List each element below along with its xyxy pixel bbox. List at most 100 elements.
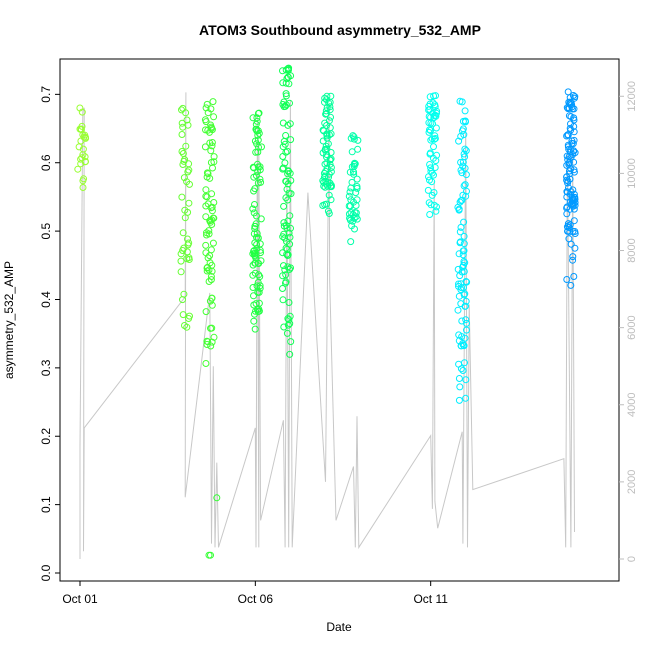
data-point bbox=[352, 189, 360, 197]
data-point bbox=[564, 227, 571, 235]
data-point bbox=[283, 147, 291, 155]
data-point bbox=[285, 316, 293, 324]
data-point bbox=[252, 125, 260, 133]
data-point bbox=[565, 112, 573, 120]
y-axis-right: 0 2000 4000 6000 8000 10000 12000 bbox=[619, 81, 638, 562]
data-point bbox=[184, 235, 191, 243]
data-point bbox=[185, 166, 193, 174]
data-point bbox=[346, 188, 354, 196]
data-point bbox=[203, 267, 211, 275]
data-point bbox=[255, 305, 263, 313]
data-point bbox=[185, 160, 193, 168]
data-point bbox=[570, 136, 578, 144]
data-point bbox=[432, 157, 440, 165]
data-point bbox=[460, 247, 468, 255]
data-point bbox=[206, 128, 213, 136]
data-point bbox=[567, 281, 575, 289]
x-tick-label: Oct 06 bbox=[238, 592, 274, 606]
data-point bbox=[460, 240, 468, 248]
y-right-tick-label: 4000 bbox=[626, 393, 638, 417]
data-point bbox=[286, 320, 294, 328]
data-point bbox=[570, 147, 578, 155]
data-point bbox=[459, 125, 467, 133]
data-point bbox=[570, 273, 578, 280]
data-point bbox=[287, 190, 295, 198]
data-point bbox=[279, 143, 287, 151]
data-point bbox=[77, 126, 85, 134]
data-point bbox=[204, 109, 212, 117]
data-point bbox=[255, 288, 263, 296]
data-point bbox=[182, 109, 190, 117]
data-point bbox=[283, 185, 291, 193]
data-point bbox=[79, 131, 87, 139]
data-point bbox=[565, 161, 573, 168]
data-point bbox=[327, 113, 334, 121]
data-point bbox=[209, 164, 216, 172]
y-right-tick-label: 0 bbox=[626, 556, 638, 562]
data-point bbox=[249, 114, 257, 122]
data-point bbox=[350, 161, 358, 168]
data-point bbox=[427, 136, 435, 144]
data-point bbox=[202, 241, 210, 249]
data-point bbox=[323, 92, 331, 100]
data-point bbox=[327, 92, 335, 100]
data-point bbox=[425, 113, 433, 120]
data-point bbox=[186, 312, 193, 320]
data-point bbox=[251, 222, 259, 230]
data-point bbox=[457, 158, 465, 166]
data-point bbox=[74, 165, 82, 173]
data-point bbox=[455, 250, 463, 258]
data-point bbox=[179, 296, 186, 304]
data-point bbox=[327, 196, 335, 204]
data-point bbox=[566, 94, 574, 102]
data-point bbox=[424, 186, 432, 194]
data-point bbox=[461, 259, 469, 267]
data-point bbox=[463, 319, 470, 327]
data-point bbox=[209, 98, 217, 106]
data-point bbox=[179, 104, 187, 112]
plot-frame bbox=[59, 58, 620, 582]
data-point bbox=[256, 175, 264, 183]
data-point bbox=[455, 360, 463, 368]
data-point bbox=[284, 167, 292, 175]
data-point bbox=[458, 169, 466, 177]
data-point bbox=[347, 184, 355, 192]
data-point bbox=[322, 167, 330, 175]
data-point bbox=[280, 230, 288, 238]
data-point bbox=[202, 360, 210, 367]
y-tick-label: 0.5 bbox=[39, 222, 53, 239]
data-point bbox=[456, 272, 464, 280]
data-point bbox=[79, 145, 87, 153]
data-point bbox=[251, 252, 259, 260]
data-point bbox=[208, 221, 216, 228]
data-point bbox=[284, 121, 292, 129]
chart-title: ATOM3 Southbound asymmetry_532_AMP bbox=[199, 22, 481, 38]
data-point bbox=[566, 124, 574, 132]
data-point bbox=[250, 317, 258, 325]
data-point bbox=[254, 279, 262, 286]
data-point bbox=[284, 73, 292, 81]
data-point bbox=[282, 279, 289, 287]
data-point bbox=[249, 284, 257, 291]
data-point bbox=[458, 333, 466, 341]
data-point bbox=[279, 79, 287, 87]
data-point bbox=[282, 79, 290, 87]
data-point bbox=[455, 396, 463, 404]
data-point bbox=[286, 350, 294, 358]
data-point bbox=[570, 217, 578, 225]
data-point bbox=[462, 297, 470, 305]
data-point bbox=[283, 224, 291, 232]
data-point bbox=[563, 188, 571, 196]
data-point bbox=[457, 132, 465, 140]
data-point bbox=[284, 217, 292, 225]
data-point bbox=[431, 132, 439, 140]
data-point bbox=[322, 110, 330, 118]
data-point bbox=[253, 233, 260, 241]
data-point bbox=[178, 193, 186, 201]
data-point bbox=[249, 205, 257, 213]
data-point bbox=[254, 179, 262, 187]
data-point bbox=[455, 280, 462, 288]
data-point bbox=[279, 285, 286, 292]
data-point bbox=[207, 551, 214, 559]
